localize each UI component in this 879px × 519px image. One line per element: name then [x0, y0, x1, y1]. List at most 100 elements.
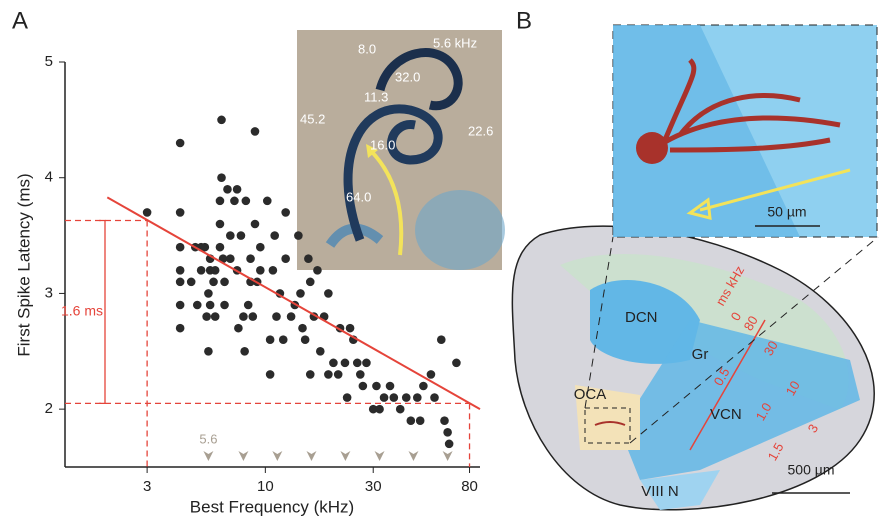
data-point [443, 427, 452, 437]
y-tick-label: 3 [45, 284, 53, 301]
data-point [175, 208, 185, 217]
data-point [205, 300, 215, 310]
fit-line [106, 196, 481, 411]
data-point [175, 277, 185, 287]
data-point [142, 208, 152, 217]
data-point [300, 335, 310, 345]
inset-label: 16.0 [370, 137, 395, 152]
data-point [401, 393, 411, 402]
region-label: VCN [710, 406, 742, 423]
data-point [246, 254, 255, 264]
freq-marker [374, 451, 385, 461]
data-point [375, 404, 384, 414]
data-point [281, 254, 290, 264]
data-point [204, 289, 213, 298]
freq-marker [306, 451, 317, 461]
freq-marker [408, 451, 419, 461]
data-point [372, 381, 381, 391]
data-point [385, 381, 395, 391]
inset-label: 32.0 [395, 69, 420, 84]
cochlear-nucleus-diagram [511, 24, 879, 511]
freq-marker-label: 5.6 [199, 431, 217, 446]
data-point [436, 335, 446, 345]
data-point [236, 231, 246, 240]
data-point [256, 242, 265, 252]
inset-label: 5.6 kHz [433, 35, 477, 50]
data-point [352, 358, 362, 368]
data-point [265, 370, 275, 379]
data-point [265, 335, 275, 345]
data-point [444, 439, 454, 449]
data-point [223, 184, 232, 194]
data-point [278, 335, 288, 345]
data-point [200, 242, 210, 252]
data-point [294, 231, 303, 240]
x-tick-label: 10 [257, 478, 274, 495]
data-point [210, 265, 220, 275]
y-tick-label: 4 [45, 169, 53, 186]
inset-label: 8.0 [358, 41, 376, 56]
data-point [379, 393, 389, 402]
data-point [175, 323, 185, 333]
data-point [358, 381, 368, 391]
data-point [175, 300, 185, 310]
x-axis-label: Best Frequency (kHz) [190, 497, 354, 516]
y-tick-label: 2 [45, 400, 53, 417]
tick-label: 80 [741, 313, 761, 333]
region-label: OCA [574, 386, 607, 403]
x-tick-label: 3 [143, 478, 151, 495]
data-point [345, 323, 355, 333]
scale-label: 500 µm [788, 462, 835, 478]
data-point [268, 265, 278, 275]
inset-label: 22.6 [468, 123, 493, 138]
data-point [240, 346, 249, 356]
x-tick-label: 80 [461, 478, 478, 495]
data-point [196, 265, 206, 275]
data-point [220, 300, 229, 310]
inset-label: 64.0 [346, 189, 371, 204]
region-label: Gr [692, 346, 709, 363]
data-point [452, 358, 461, 368]
data-point [286, 312, 296, 321]
freq-marker [238, 451, 249, 461]
inset-label: 45.2 [300, 111, 325, 126]
data-point [324, 370, 333, 379]
data-point [305, 370, 315, 379]
data-point [329, 358, 338, 368]
data-point [415, 416, 425, 426]
region-label: DCN [625, 309, 658, 326]
data-point [262, 196, 272, 206]
data-point [243, 300, 253, 310]
x-tick-label: 30 [365, 478, 382, 495]
tick-label: 10 [783, 378, 803, 398]
data-point [232, 184, 242, 194]
data-point [204, 346, 213, 356]
scale-label: 50 µm [767, 204, 806, 220]
freq-marker [442, 451, 453, 461]
data-point [186, 277, 196, 287]
data-point [430, 393, 439, 402]
data-point [281, 208, 290, 217]
data-point [234, 323, 243, 333]
bracket [99, 219, 106, 405]
freq-marker [203, 451, 214, 461]
data-point [202, 312, 211, 321]
data-point [304, 254, 313, 264]
data-point [340, 358, 350, 368]
data-point [313, 265, 322, 275]
data-point [215, 196, 225, 206]
data-point [315, 346, 325, 356]
y-tick-label: 5 [45, 53, 53, 70]
data-point [419, 381, 428, 391]
data-point [226, 254, 235, 264]
data-point [272, 312, 281, 321]
data-point [220, 277, 229, 287]
data-point [342, 393, 352, 402]
data-point [250, 219, 260, 229]
freq-marker [340, 451, 351, 461]
data-point [230, 196, 239, 206]
inset-photo [297, 30, 505, 270]
annotation: 1.6 ms [61, 303, 103, 319]
data-point [215, 219, 225, 229]
data-point [406, 416, 416, 426]
